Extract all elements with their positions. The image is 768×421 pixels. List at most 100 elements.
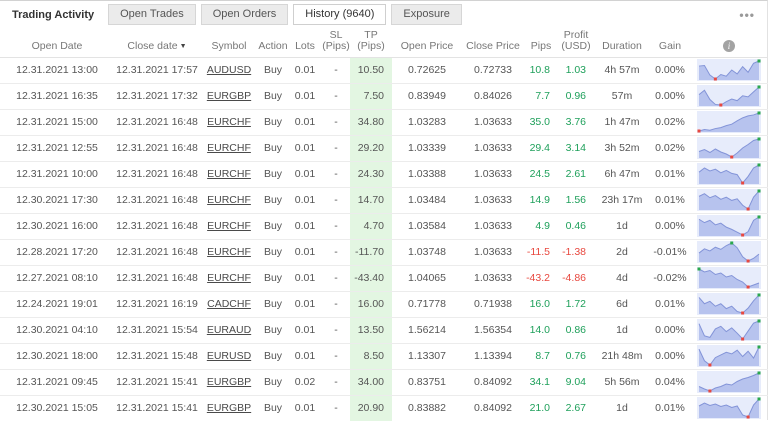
col-symbol[interactable]: Symbol (211, 39, 247, 52)
open-date-cell: 12.31.2021 16:35 (16, 90, 98, 102)
duration-cell: 2d (616, 246, 628, 258)
col-duration[interactable]: Duration (602, 39, 642, 52)
col-close-date[interactable]: Close date ▼ (114, 28, 200, 57)
profit-cell: 1.56 (565, 194, 586, 206)
col-lots[interactable]: Lots (295, 39, 315, 52)
action-cell: Buy (263, 64, 283, 76)
tab-trading-activity[interactable]: Trading Activity (12, 8, 95, 21)
symbol-cell: EURCHF (200, 135, 258, 161)
sparkline-cell[interactable] (690, 239, 768, 265)
sl-cell: - (334, 194, 338, 206)
open-date-cell: 12.30.2021 18:00 (16, 350, 98, 362)
sparkline-cell[interactable] (690, 369, 768, 395)
col-sl-pips[interactable]: SL (Pips) (322, 28, 350, 52)
open-price-cell: 0.83949 (408, 90, 446, 102)
table-row: 12.31.2021 16:35 12.31.2021 17:32 EURGBP… (0, 83, 768, 109)
tp-cell: 24.30 (350, 161, 392, 187)
more-options-icon[interactable]: ••• (739, 7, 755, 22)
col-open-price[interactable]: Open Price (400, 39, 454, 52)
tab-exposure[interactable]: Exposure (391, 4, 462, 25)
sparkline-cell[interactable] (690, 83, 768, 109)
col-pips[interactable]: Pips (530, 39, 552, 52)
price-sparkline-chart (697, 345, 761, 367)
table-row: 12.28.2021 17:20 12.31.2021 16:48 EURCHF… (0, 239, 768, 265)
tab-open-trades[interactable]: Open Trades (108, 4, 196, 25)
sparkline-cell[interactable] (690, 343, 768, 369)
sparkline-cell[interactable] (690, 317, 768, 343)
symbol-link[interactable]: EURGBP (206, 402, 252, 415)
open-price-cell: 1.04065 (408, 272, 446, 284)
col-open-date[interactable]: Open Date (31, 39, 83, 52)
profit-cell: 2.67 (565, 402, 586, 415)
symbol-link[interactable]: EURCHF (207, 272, 251, 284)
col-tp-pips[interactable]: TP (Pips) (357, 28, 385, 52)
tab-history[interactable]: History (9640) (293, 4, 387, 25)
sparkline-cell[interactable] (690, 291, 768, 317)
duration-cell: 57m (611, 90, 633, 102)
sl-cell: - (334, 272, 338, 284)
symbol-link[interactable]: CADCHF (207, 298, 251, 310)
symbol-cell: EURCHF (200, 161, 258, 187)
close-date-cell: 12.31.2021 15:41 (116, 376, 198, 388)
tp-cell: 20.90 (350, 395, 392, 421)
symbol-link[interactable]: EURCHF (207, 116, 251, 128)
duration-cell: 6d (616, 298, 628, 310)
action-cell: Buy (263, 220, 283, 232)
sparkline-cell[interactable] (690, 265, 768, 291)
col-gain[interactable]: Gain (658, 39, 682, 52)
sl-cell: - (334, 350, 338, 362)
lots-cell: 0.01 (294, 142, 316, 154)
sparkline-cell[interactable] (690, 187, 768, 213)
table-row: 12.30.2021 17:30 12.31.2021 16:48 EURCHF… (0, 187, 768, 213)
sparkline-cell[interactable] (690, 109, 768, 135)
col-close-price[interactable]: Close Price (466, 39, 520, 52)
gain-cell: 0.00% (655, 324, 685, 336)
action-cell: Buy (263, 90, 283, 102)
symbol-cell: EURCHF (200, 265, 258, 291)
col-profit-usd[interactable]: Profit (USD) (561, 28, 591, 52)
sl-cell: - (334, 246, 338, 258)
symbol-cell: EURCHF (200, 187, 258, 213)
symbol-link[interactable]: EURCHF (207, 246, 251, 258)
tab-open-orders[interactable]: Open Orders (200, 4, 289, 25)
symbol-link[interactable]: EURCHF (207, 220, 251, 232)
duration-cell: 23h 17m (601, 194, 643, 206)
tp-cell: 10.50 (350, 57, 392, 83)
close-date-cell: 12.31.2021 15:54 (116, 324, 198, 336)
close-date-cell: 12.31.2021 16:48 (116, 142, 198, 154)
info-icon[interactable]: i (723, 39, 735, 52)
gain-cell: 0.00% (655, 64, 685, 76)
symbol-link[interactable]: EURUSD (206, 350, 252, 362)
table-row: 12.27.2021 08:10 12.31.2021 16:48 EURCHF… (0, 265, 768, 291)
gain-cell: 0.01% (655, 168, 685, 180)
symbol-link[interactable]: AUDUSD (206, 64, 252, 76)
close-date-cell: 12.31.2021 15:41 (116, 402, 198, 415)
sparkline-cell[interactable] (690, 213, 768, 239)
symbol-link[interactable]: EURCHF (207, 168, 251, 180)
tp-cell: 7.50 (350, 83, 392, 109)
symbol-cell: EURGBP (200, 83, 258, 109)
col-action[interactable]: Action (258, 39, 288, 52)
symbol-link[interactable]: EURAUD (206, 324, 252, 336)
profit-cell: 3.76 (565, 116, 586, 128)
pips-cell: 29.4 (529, 142, 550, 154)
open-price-cell: 1.03339 (408, 142, 446, 154)
sparkline-cell[interactable] (690, 395, 768, 421)
open-price-cell: 0.72625 (408, 64, 446, 76)
profit-cell: 3.14 (565, 142, 586, 154)
action-cell: Buy (263, 168, 283, 180)
symbol-link[interactable]: EURCHF (207, 194, 251, 206)
sparkline-cell[interactable] (690, 57, 768, 83)
symbol-link[interactable]: EURGBP (206, 376, 252, 388)
symbol-link[interactable]: EURCHF (207, 142, 251, 154)
sparkline-cell[interactable] (690, 161, 768, 187)
symbol-link[interactable]: EURGBP (206, 90, 252, 102)
sparkline-cell[interactable] (690, 135, 768, 161)
table-header-row: Open Date Close date ▼ Symbol Action Lots… (0, 28, 768, 57)
action-cell: Buy (263, 246, 283, 258)
table-row: 12.30.2021 16:00 12.31.2021 16:48 EURCHF… (0, 213, 768, 239)
duration-cell: 1h 47m (604, 116, 640, 128)
profit-cell: 0.46 (565, 220, 586, 232)
action-cell: Buy (263, 376, 283, 388)
tp-cell: 14.70 (350, 187, 392, 213)
